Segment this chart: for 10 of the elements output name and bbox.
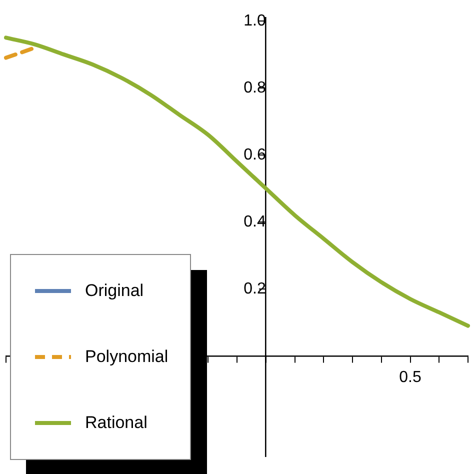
y-tick-label: 1.0 [244, 12, 266, 30]
y-tick-label: 0.6 [244, 146, 266, 164]
y-tick-label: 0.4 [244, 213, 266, 230]
line-series [4, 36, 470, 328]
legend-label: Original [85, 281, 144, 301]
legend-label: Polynomial [85, 347, 168, 367]
y-tick-label: 0.2 [244, 280, 266, 298]
x-tick-label: 0.5 [399, 368, 422, 386]
y-tick-label: 0.8 [244, 79, 266, 96]
legend-label: Rational [85, 413, 148, 433]
